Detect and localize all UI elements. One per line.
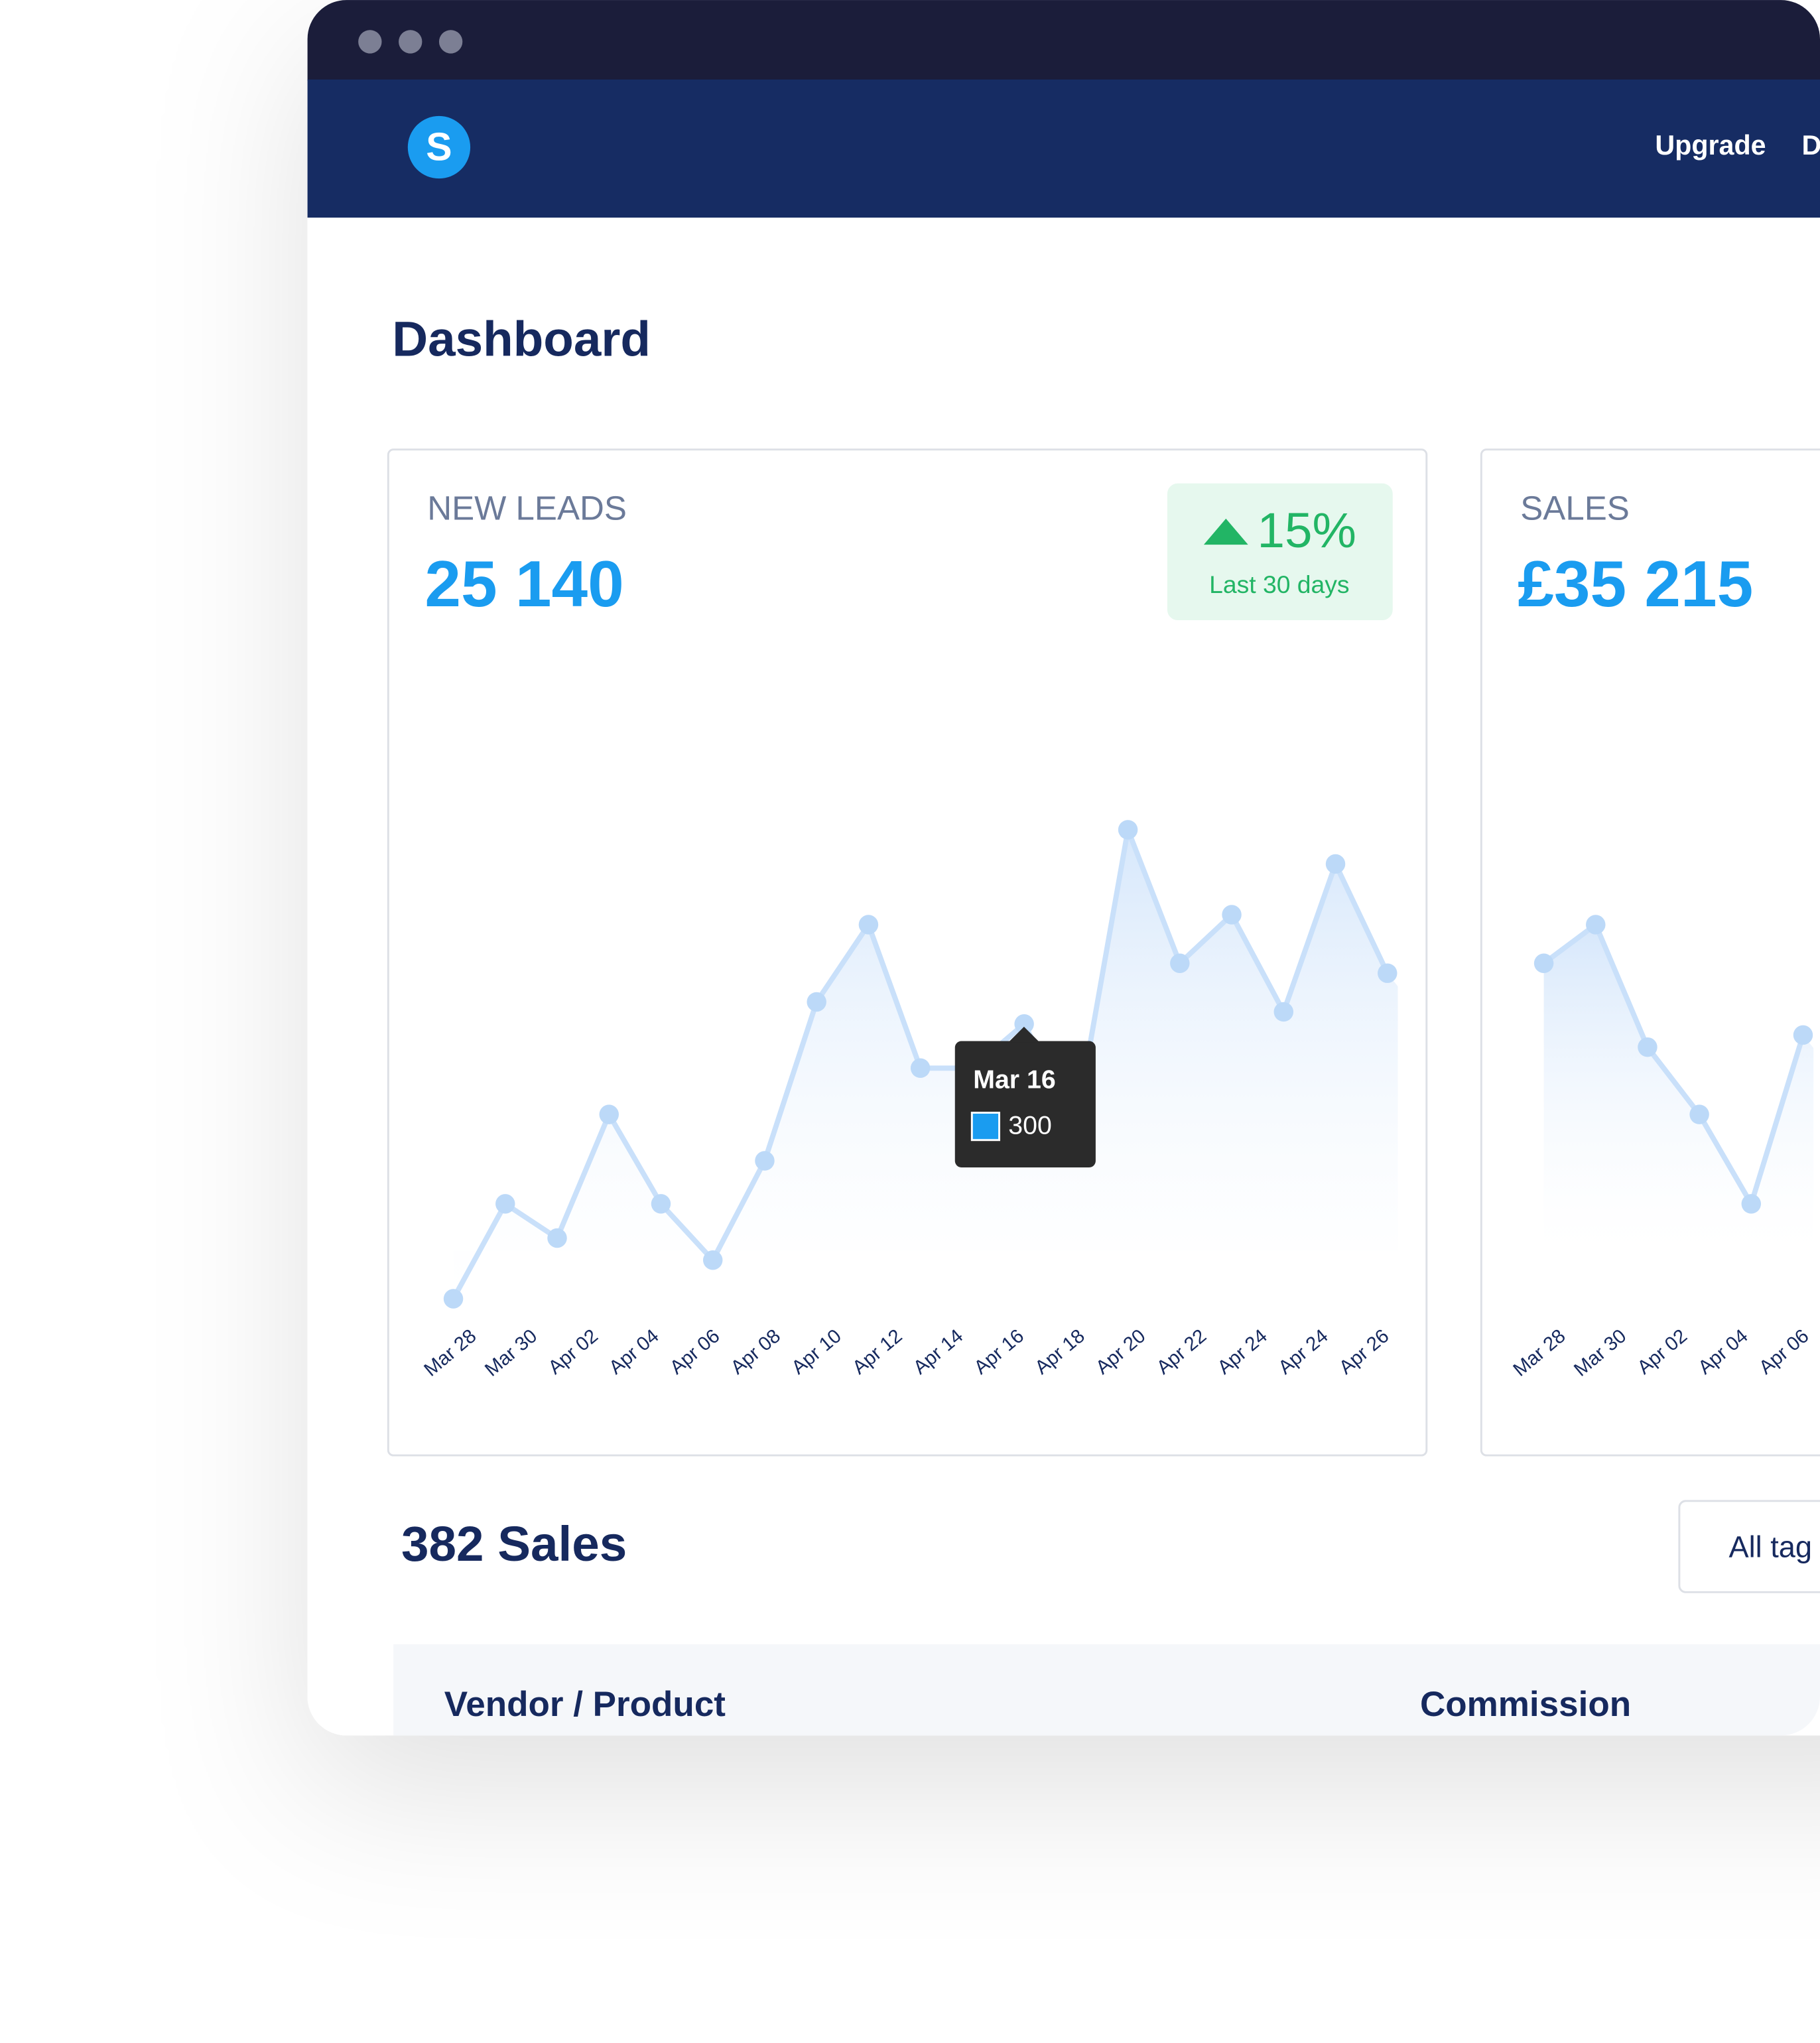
point bbox=[1170, 953, 1190, 973]
area bbox=[453, 829, 1398, 1299]
point bbox=[807, 992, 826, 1012]
navbar bbox=[307, 79, 1820, 218]
point bbox=[910, 1058, 931, 1079]
point bbox=[1118, 820, 1138, 840]
badge bbox=[1167, 483, 1393, 621]
filter-button[interactable] bbox=[1678, 1500, 1820, 1593]
point bbox=[1793, 1025, 1813, 1045]
point bbox=[1325, 854, 1346, 874]
point bbox=[858, 915, 879, 935]
tooltip-label: Mar 16 bbox=[973, 1065, 1055, 1094]
window-dot bbox=[399, 30, 422, 54]
point bbox=[1533, 953, 1554, 973]
card-value: £35 215 bbox=[1518, 547, 1753, 620]
point bbox=[1378, 963, 1398, 983]
title-bar bbox=[307, 0, 1820, 81]
point bbox=[755, 1151, 775, 1171]
window: S Upgrade D Dashboard NEW LEADS 25 140 1… bbox=[307, 0, 1820, 1736]
nav-link[interactable]: D bbox=[1802, 130, 1820, 161]
logo-text: S bbox=[426, 126, 452, 169]
point bbox=[443, 1289, 464, 1309]
tooltip: Mar 16 300 bbox=[954, 1026, 1096, 1167]
column-header: Commission bbox=[1420, 1685, 1631, 1724]
point bbox=[702, 1250, 723, 1270]
nav-link[interactable]: Upgrade bbox=[1655, 130, 1766, 161]
point bbox=[651, 1194, 671, 1214]
line bbox=[1542, 922, 1806, 1207]
page-title: Dashboard bbox=[392, 310, 651, 366]
up-arrow bbox=[1203, 518, 1248, 545]
card-label: NEW LEADS bbox=[427, 490, 627, 527]
tooltip-value: 300 bbox=[1008, 1110, 1052, 1140]
logo[interactable] bbox=[407, 115, 471, 179]
table-header bbox=[393, 1644, 1820, 1736]
tooltip-swatch bbox=[970, 1112, 1001, 1142]
window-dot bbox=[358, 30, 382, 54]
point bbox=[547, 1228, 567, 1248]
window-dot bbox=[438, 30, 463, 54]
point bbox=[1273, 1002, 1294, 1022]
point bbox=[495, 1194, 515, 1214]
badge-change: 15% bbox=[1257, 502, 1356, 558]
badge-period: Last 30 days bbox=[1209, 570, 1350, 598]
card-label: SALES bbox=[1520, 490, 1630, 527]
tooltip-arrow bbox=[1008, 1026, 1040, 1043]
tooltip-box bbox=[954, 1041, 1096, 1167]
point bbox=[599, 1104, 619, 1124]
section-title: 382 Sales bbox=[401, 1516, 627, 1571]
filter-text: All tag bbox=[1729, 1530, 1813, 1563]
card-value: 25 140 bbox=[424, 547, 623, 620]
column-header: Vendor / Product bbox=[444, 1685, 726, 1724]
point bbox=[1222, 905, 1242, 925]
point bbox=[1741, 1194, 1762, 1214]
point bbox=[1689, 1104, 1709, 1124]
point bbox=[1014, 1014, 1034, 1034]
point bbox=[1638, 1037, 1658, 1057]
point bbox=[1586, 915, 1606, 935]
